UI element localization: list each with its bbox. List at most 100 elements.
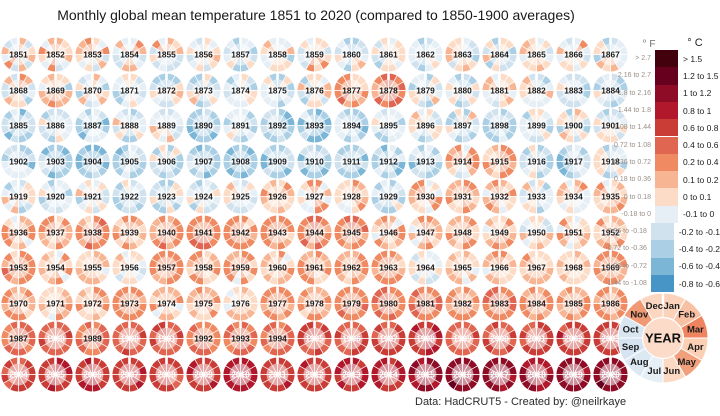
year-label: 2006 [83,369,102,379]
year-start-notch [387,143,390,151]
year-start-notch [609,178,612,187]
center-overlay [44,221,67,243]
center-overlay [599,327,622,350]
year-label: 1917 [564,156,583,166]
center-overlay [44,327,67,350]
year-pie: 1917 [555,143,592,180]
year-start-notch [165,107,168,116]
year-label: 2002 [564,333,583,343]
center-overlay [562,327,585,350]
year-label: 1914 [453,156,472,166]
year-pie: 1922 [111,178,148,215]
year-pie: 2011 [259,356,296,393]
center-overlay [488,79,511,101]
center-overlay [266,43,289,66]
wheel-notch [661,292,665,305]
center-overlay [7,150,30,172]
year-start-notch [609,214,612,222]
year-pie: 1903 [37,143,74,180]
year-start-notch [350,143,353,151]
year-pie: 1954 [37,249,74,286]
month-label: Oct [623,325,640,336]
year-label: 1920 [46,191,65,201]
year-label: 1921 [83,191,102,201]
year-start-notch [498,285,501,293]
year-label: 1880 [453,85,472,95]
year-pie: 1992 [185,320,222,357]
year-label: 1940 [157,227,176,237]
year-pie: 1902 [0,143,37,180]
year-pie: 1979 [333,285,370,322]
center-overlay [229,114,252,137]
year-label: 1908 [231,156,250,166]
year-pie: 2013 [333,356,370,393]
center-overlay [303,363,326,385]
year-start-notch [572,320,575,329]
year-start-notch [535,356,538,364]
center-overlay [155,43,178,66]
center-overlay [488,327,511,350]
center-overlay [414,79,437,101]
center-overlay [525,114,548,137]
year-start-notch [128,178,131,187]
year-pie: 1977 [259,285,296,322]
year-start-notch [609,107,612,116]
year-label: 1898 [490,120,509,130]
year-start-notch [276,178,279,187]
year-start-notch [461,107,464,116]
year-label: 2000 [490,333,509,343]
year-start-notch [498,249,501,258]
year-label: 1873 [194,85,213,95]
year-pie: 1937 [37,214,74,251]
year-pie: 1971 [37,285,74,322]
year-start-notch [350,356,353,364]
year-pie: 1883 [555,72,592,109]
year-pie: 1996 [333,320,370,357]
year-start-notch [461,178,464,187]
year-start-notch [239,285,242,293]
year-pie: 2005 [37,356,74,393]
center-overlay [7,114,30,137]
year-start-notch [91,249,94,258]
center-overlay [414,292,437,314]
center-overlay [303,327,326,350]
year-label: 1941 [194,227,213,237]
center-overlay [192,185,215,208]
year-pie: 1884 [592,72,629,109]
center-overlay [525,79,548,101]
center-overlay [488,150,511,172]
year-label: 1928 [342,191,361,201]
year-start-notch [91,320,94,329]
year-label: 1930 [416,191,435,201]
year-pie: 1953 [0,249,37,286]
year-pie: 1943 [259,214,296,251]
year-label: 1864 [490,49,509,59]
center-overlay [118,79,141,101]
center-overlay [414,43,437,66]
year-pie: 1914 [444,143,481,180]
year-start-notch [313,214,316,222]
center-overlay [488,363,511,385]
year-label: 1923 [157,191,176,201]
year-pie: 1921 [74,178,111,215]
year-pie: 1989 [74,320,111,357]
year-start-notch [239,72,242,80]
year-label: 1972 [83,298,102,308]
year-label: 1934 [564,191,583,201]
year-label: 1945 [342,227,361,237]
year-label: 2013 [342,369,361,379]
year-pie: 1955 [74,249,111,286]
year-start-notch [313,249,316,258]
center-overlay [192,114,215,137]
year-label: 1966 [490,262,509,272]
year-pie: 1997 [370,320,407,357]
year-pie: 1868 [0,72,37,109]
center-overlay [599,150,622,172]
year-start-notch [350,249,353,258]
year-label: 1991 [157,333,176,343]
year-label: 1868 [9,85,28,95]
center-overlay [44,79,67,101]
year-label: 2018 [527,369,546,379]
